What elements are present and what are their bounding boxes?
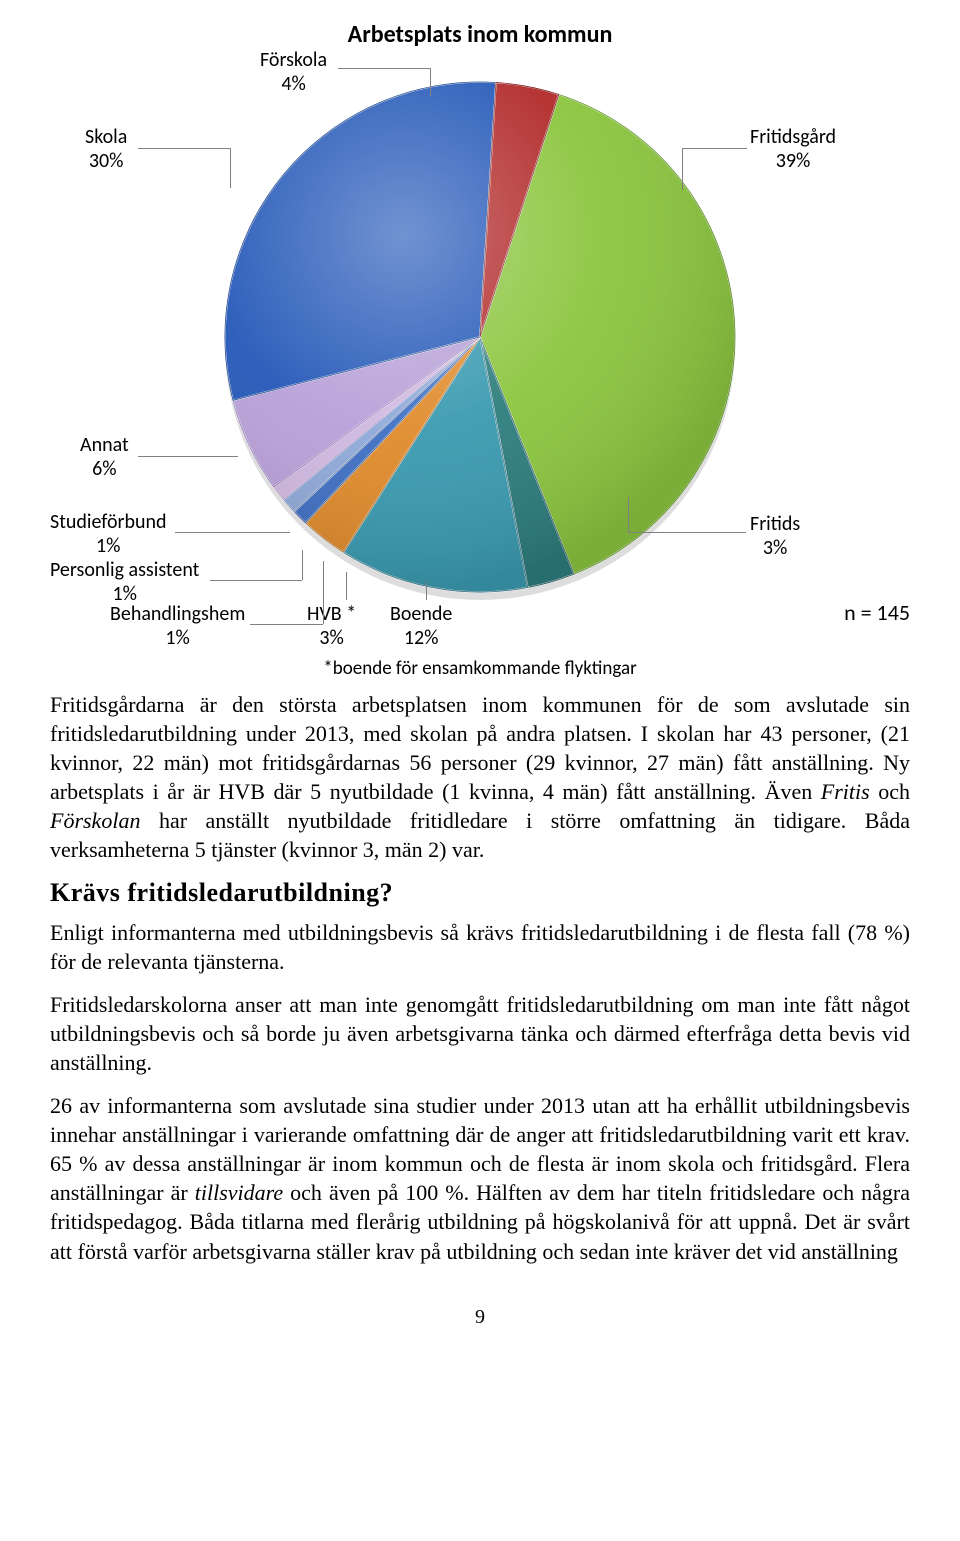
paragraph-4: 26 av informanterna som avslutade sina s… bbox=[50, 1091, 910, 1265]
heading-kravs: Krävs fritidsledarutbildning? bbox=[50, 878, 910, 908]
chart-footnote: *boende för ensamkommande flyktingar bbox=[323, 657, 636, 680]
label-studieforbund: Studieförbund1% bbox=[50, 510, 167, 558]
paragraph-2: Enligt informanterna med utbildningsbevi… bbox=[50, 918, 910, 976]
body-text: Fritidsgårdarna är den största arbetspla… bbox=[50, 690, 910, 1266]
paragraph-1: Fritidsgårdarna är den största arbetspla… bbox=[50, 690, 910, 864]
n-label: n = 145 bbox=[844, 599, 910, 626]
label-fritidsgard: Fritidsgård39% bbox=[750, 125, 836, 173]
chart-title: Arbetsplats inom kommun bbox=[50, 20, 910, 49]
label-hvb: HVB *3% bbox=[307, 602, 356, 650]
label-personlig: Personlig assistent1% bbox=[50, 558, 199, 606]
label-boende: Boende12% bbox=[390, 602, 452, 650]
pie-svg bbox=[210, 67, 750, 607]
label-forskola: Förskola4% bbox=[260, 48, 327, 96]
label-fritids: Fritids3% bbox=[750, 512, 800, 560]
label-annat: Annat6% bbox=[80, 433, 129, 481]
pie-chart-workplace: Arbetsplats inom kommun Förskola4% Skola… bbox=[50, 20, 910, 680]
label-skola: Skola30% bbox=[85, 125, 127, 173]
page-number: 9 bbox=[50, 1306, 910, 1329]
label-behandlingshem: Behandlingshem1% bbox=[110, 602, 245, 650]
paragraph-3: Fritidsledarskolorna anser att man inte … bbox=[50, 990, 910, 1077]
